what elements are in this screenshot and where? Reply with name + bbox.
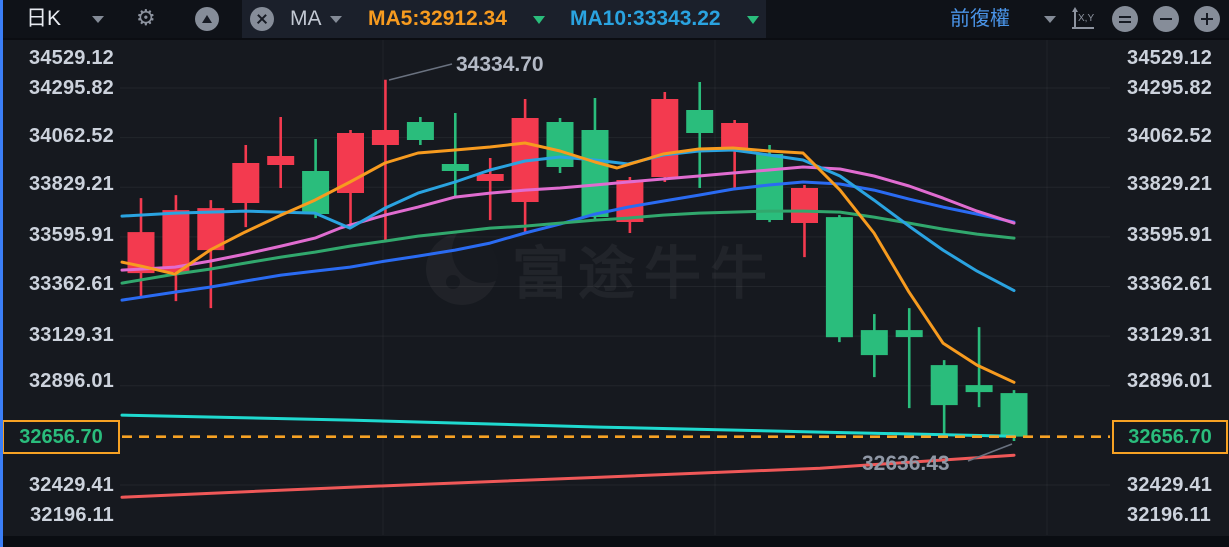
time-axis-strip xyxy=(0,536,1229,547)
axis-tick-label: 33362.61 xyxy=(28,273,114,295)
annotation-text: 32636.43 xyxy=(862,452,950,475)
svg-text:X,Y: X,Y xyxy=(1078,13,1094,24)
indicator-segment-background xyxy=(242,0,766,38)
left-accent-strip xyxy=(0,0,3,547)
adjustment-label: 前復權 xyxy=(950,8,1010,30)
watermark-text: 富途牛牛 xyxy=(512,242,776,306)
price-axis-left: 34529.12 34295.82 34062.52 33829.21 33595.91… xyxy=(0,0,114,547)
last-price-value: 32656.70 xyxy=(19,426,103,448)
axis-tick-label: 32196.11 xyxy=(30,504,114,526)
axis-settings-button[interactable]: X,Y xyxy=(1068,6,1098,32)
axis-tick-label: 33829.21 xyxy=(28,173,114,195)
annotation-leader-line xyxy=(967,443,1013,462)
ma5-trend-down-icon xyxy=(533,16,545,24)
candle-body xyxy=(302,171,330,214)
candle-body xyxy=(686,110,714,133)
candle-body xyxy=(1000,393,1028,437)
candle-body xyxy=(965,385,993,393)
candle-body xyxy=(895,330,923,338)
candle-body xyxy=(441,164,469,171)
candle-body xyxy=(930,365,958,406)
axis-tick-label: 33362.61 xyxy=(1127,273,1213,295)
last-price-highlight-right: 32656.70 xyxy=(1112,420,1228,454)
arrow-up-icon xyxy=(201,15,212,23)
chevron-down-icon[interactable] xyxy=(330,16,342,23)
chart-toolbar: 日K ⚙ MA MA5:32912.34 MA10:33343.22 前復權 xyxy=(0,0,1229,40)
watermark: 富途牛牛 xyxy=(426,228,776,310)
ma-selector[interactable]: MA xyxy=(290,0,322,38)
axis-tick-label: 34062.52 xyxy=(1127,125,1213,147)
candle-body xyxy=(476,174,504,181)
candle-body xyxy=(197,208,225,251)
ma-line xyxy=(120,180,1016,302)
zoom-in-button[interactable] xyxy=(1194,6,1220,32)
axis-tick-label: 33595.91 xyxy=(1127,224,1213,246)
ma5-legend[interactable]: MA5:32912.34 xyxy=(368,0,507,38)
ma-line xyxy=(120,413,1016,438)
chevron-down-icon[interactable] xyxy=(1044,16,1056,23)
ma10-legend[interactable]: MA10:33343.22 xyxy=(570,0,721,38)
collapse-panel-button[interactable] xyxy=(195,7,219,31)
candle-body xyxy=(267,156,295,165)
remove-indicator-button[interactable] xyxy=(250,7,274,31)
ma-line xyxy=(120,209,1016,285)
lines-icon xyxy=(1119,16,1131,19)
axis-tick-label: 32429.41 xyxy=(28,474,114,496)
axis-tick-label: 32896.01 xyxy=(1127,370,1213,392)
candle-body xyxy=(371,130,399,145)
axis-tick-label: 33129.31 xyxy=(28,324,114,346)
axis-tick-label: 32429.41 xyxy=(1127,474,1213,496)
ma10-value: MA10:33343.22 xyxy=(570,7,721,30)
zoom-out-button[interactable] xyxy=(1153,6,1179,32)
axis-tick-label: 34295.82 xyxy=(1127,77,1213,99)
ma5-value: MA5:32912.34 xyxy=(368,7,507,30)
axis-tick-label: 33829.21 xyxy=(1127,173,1213,195)
xy-axis-icon: X,Y xyxy=(1072,7,1094,29)
last-price-value: 32656.70 xyxy=(1128,426,1212,448)
candle-body xyxy=(651,99,679,177)
futu-logo-icon xyxy=(426,233,498,305)
axis-tick-label: 34295.82 xyxy=(28,77,114,99)
chevron-down-icon[interactable] xyxy=(92,16,104,23)
axis-tick-label: 33129.31 xyxy=(1127,324,1213,346)
period-label: 日K xyxy=(26,7,62,30)
ma-line-ma10 xyxy=(120,148,1016,293)
candle-body xyxy=(581,130,609,217)
indicator-list-button[interactable] xyxy=(1112,6,1138,32)
candle-body xyxy=(825,217,853,338)
ma-line-ma5 xyxy=(120,141,1016,384)
candle-body xyxy=(721,123,749,149)
candle-body xyxy=(337,133,364,193)
candle-body xyxy=(406,122,434,140)
candle-body xyxy=(860,330,888,356)
axis-tick-label: 33595.91 xyxy=(28,224,114,246)
candle-body xyxy=(616,180,644,222)
annotation-leader-line xyxy=(388,63,453,81)
axis-tick-label: 34529.12 xyxy=(1127,47,1213,69)
price-axis-right: 34529.12 34295.82 34062.52 33829.21 33595.91… xyxy=(1127,0,1229,547)
period-selector[interactable]: 日K xyxy=(26,0,61,38)
axis-tick-label: 32896.01 xyxy=(28,370,114,392)
axis-tick-label: 34529.12 xyxy=(28,47,114,69)
adjustment-selector[interactable]: 前復權 xyxy=(950,0,1010,38)
ma10-trend-down-icon xyxy=(747,16,759,24)
axis-tick-label: 32196.11 xyxy=(1127,504,1211,526)
ma-label: MA xyxy=(290,7,322,30)
ma-line xyxy=(120,453,1016,499)
annotation-text: 34334.70 xyxy=(456,53,544,76)
settings-button[interactable]: ⚙ xyxy=(136,0,156,38)
candle-body xyxy=(162,210,190,273)
candle-body xyxy=(232,163,260,203)
axis-tick-label: 34062.52 xyxy=(28,125,114,147)
gear-icon: ⚙ xyxy=(136,6,156,31)
candle-body xyxy=(791,188,818,223)
minus-icon xyxy=(1160,18,1172,21)
last-price-highlight-left: 32656.70 xyxy=(2,420,120,454)
ma-line xyxy=(120,165,1016,272)
candle-body xyxy=(546,122,574,167)
